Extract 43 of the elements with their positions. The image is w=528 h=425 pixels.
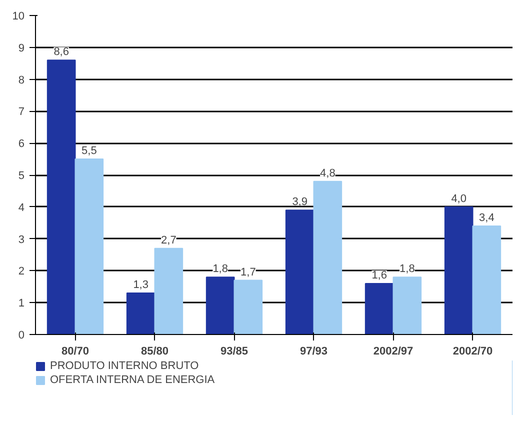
data-label: 3,9 [292, 196, 308, 208]
y-tick-label: 3 [18, 234, 25, 246]
data-label: 4,8 [320, 167, 336, 180]
y-tick-label: 10 [12, 10, 25, 22]
y-tick-label: 1 [18, 298, 25, 310]
y-tick-label: 0 [18, 330, 25, 342]
x-tick-label: 2002/70 [452, 346, 493, 358]
y-tick-label: 4 [18, 202, 25, 214]
bar [154, 248, 184, 334]
bar [74, 158, 104, 334]
y-tick-label: 8 [18, 74, 25, 86]
data-label: 1,7 [240, 266, 256, 278]
data-label: 1,6 [372, 269, 387, 282]
bar [206, 276, 235, 334]
y-tick-label: 6 [18, 138, 25, 150]
data-label: 5,5 [82, 145, 97, 158]
bar [364, 282, 394, 334]
bar [46, 60, 76, 334]
x-tick-label: 97/93 [300, 346, 328, 358]
y-tick-label: 2 [18, 266, 25, 278]
bar [126, 292, 156, 334]
bar [392, 276, 422, 334]
x-tick-label: 80/70 [61, 346, 90, 358]
bar [313, 180, 342, 334]
bar [285, 210, 314, 334]
bar [444, 206, 474, 334]
x-tick-label: 85/80 [140, 346, 169, 358]
data-label: 4,0 [451, 192, 466, 205]
data-label: 2,7 [161, 234, 176, 246]
data-label: 8,6 [54, 46, 69, 58]
y-tick-label: 5 [18, 170, 25, 182]
legend-label: PRODUTO INTERNO BRUTO [50, 360, 199, 372]
bar [234, 280, 263, 334]
bar [472, 226, 502, 334]
data-label: 1,8 [400, 263, 415, 276]
y-tick-label: 7 [18, 106, 25, 118]
x-tick-label: 2002/97 [373, 346, 414, 358]
data-label: 3,4 [479, 212, 494, 224]
data-label: 1,3 [133, 279, 148, 292]
y-tick-label: 9 [18, 42, 25, 54]
legend-label: OFERTA INTERNA DE ENERGIA [50, 374, 215, 386]
data-label: 1,8 [212, 263, 228, 276]
x-tick-label: 93/85 [220, 346, 248, 358]
